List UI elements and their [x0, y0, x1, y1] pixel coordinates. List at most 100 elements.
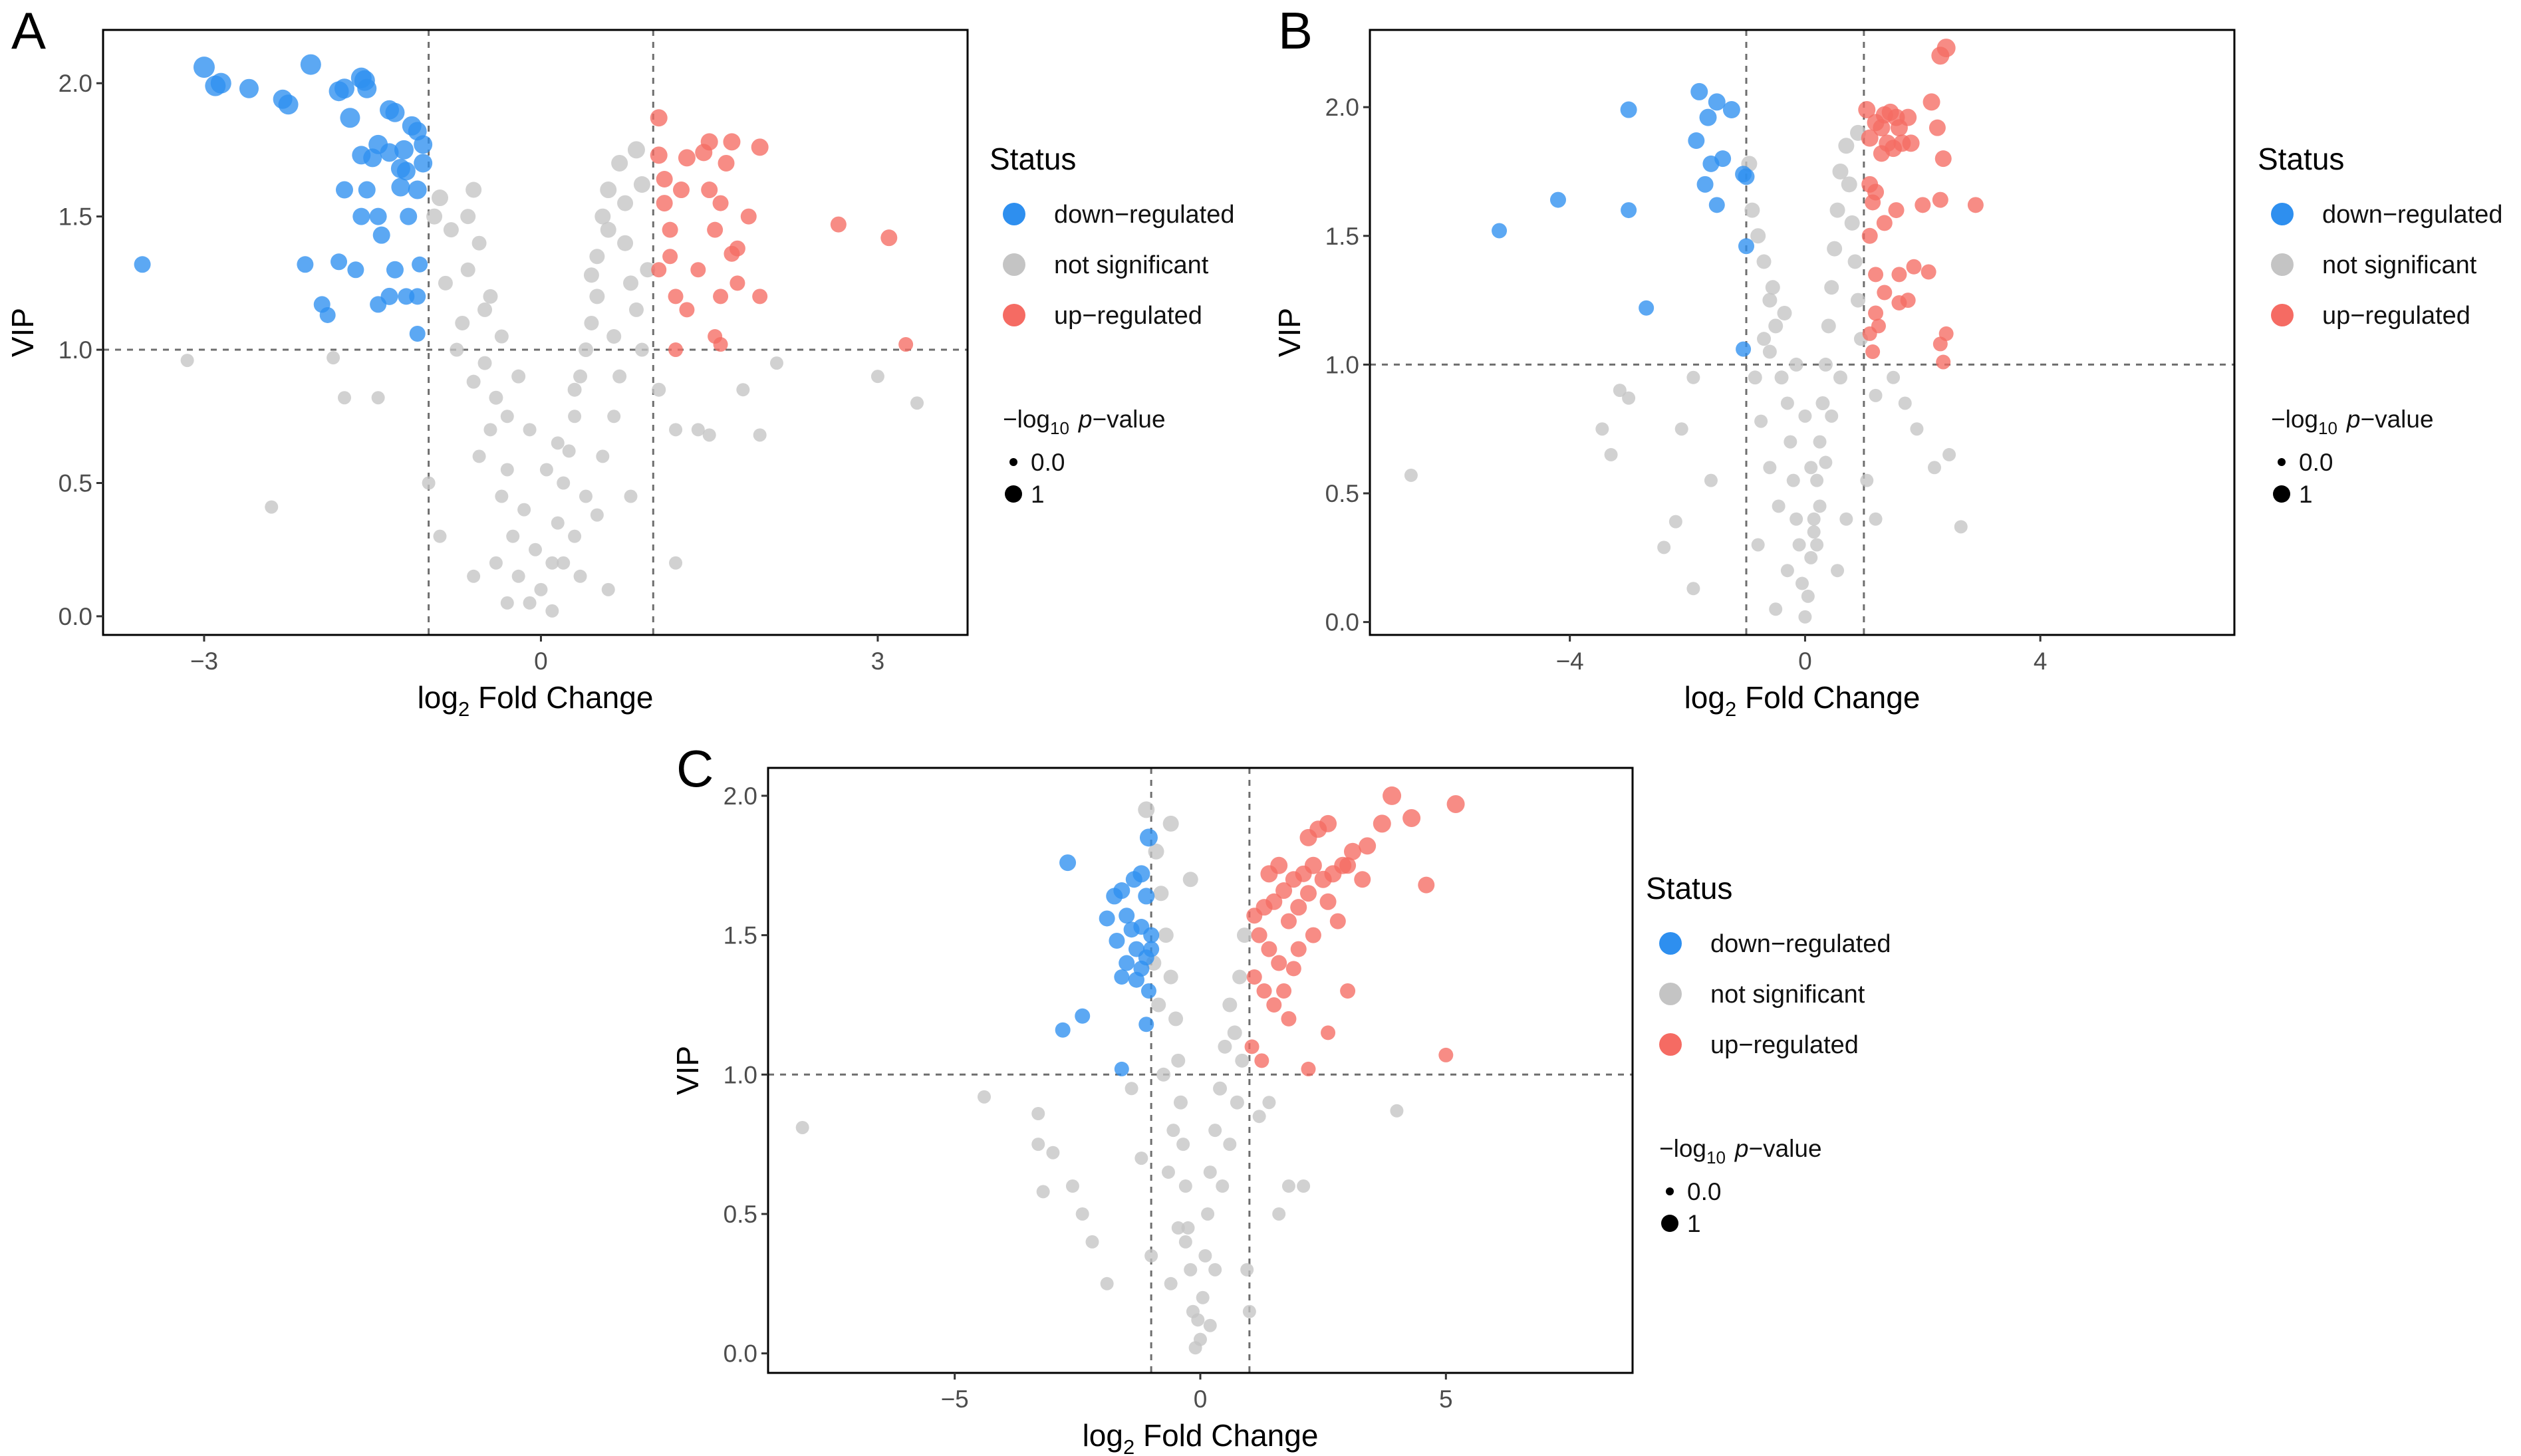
point-up — [1276, 983, 1292, 999]
size-legend-label: 1 — [2299, 481, 2313, 508]
x-axis-title-main: log — [418, 680, 458, 715]
point-not — [1792, 538, 1806, 552]
point-down — [331, 253, 348, 271]
point-not — [1768, 318, 1784, 334]
point-not — [623, 275, 639, 291]
x-axis-title: log2 Fold Change — [1083, 1418, 1319, 1456]
point-not — [551, 436, 565, 450]
y-tick-label: 1.0 — [1325, 351, 1359, 378]
point-up — [701, 182, 718, 199]
point-not — [545, 556, 559, 570]
point-not — [494, 329, 509, 344]
point-up — [1877, 285, 1893, 301]
point-up — [1932, 191, 1948, 208]
point-up — [1343, 842, 1361, 860]
point-not — [1218, 1039, 1232, 1054]
point-down — [386, 261, 404, 279]
x-axis-title-main: log — [1083, 1418, 1123, 1453]
point-not — [443, 222, 459, 238]
point-up — [1902, 134, 1920, 152]
point-not — [1829, 202, 1845, 218]
point-not — [1898, 396, 1912, 410]
point-up — [1261, 941, 1277, 957]
point-not — [1777, 305, 1792, 320]
point-not — [1613, 384, 1627, 398]
point-not — [617, 195, 634, 211]
point-up — [1299, 828, 1317, 846]
point-not — [1046, 1146, 1060, 1159]
y-tick-label: 0.5 — [724, 1201, 757, 1228]
point-not — [511, 569, 525, 583]
point-not — [870, 370, 884, 384]
point-up — [1321, 1025, 1336, 1040]
x-axis-title-sub: 2 — [458, 697, 469, 721]
point-up — [740, 208, 757, 225]
point-not — [1804, 461, 1818, 475]
point-not — [1765, 280, 1780, 295]
point-not — [1686, 582, 1700, 596]
point-not — [1844, 215, 1860, 231]
size-legend-dot — [1005, 485, 1022, 503]
point-down — [278, 94, 299, 115]
panel-letter: C — [676, 739, 714, 798]
point-down — [1143, 927, 1160, 943]
point-not — [477, 356, 492, 370]
y-tick-label: 2.0 — [59, 70, 92, 97]
plot-frame — [102, 29, 969, 636]
point-down — [334, 78, 354, 99]
point-not — [1262, 1096, 1276, 1110]
point-up — [1281, 1011, 1297, 1027]
point-down — [352, 207, 370, 225]
point-not — [1138, 801, 1155, 818]
x-tick-label: −3 — [190, 648, 218, 675]
point-up — [656, 195, 673, 212]
point-not — [371, 391, 385, 405]
point-not — [612, 369, 627, 384]
point-not — [1818, 357, 1833, 372]
point-not — [460, 262, 475, 277]
point-down — [1492, 223, 1508, 239]
point-not — [1754, 414, 1768, 428]
point-down — [1143, 941, 1160, 957]
point-not — [1148, 843, 1164, 860]
size-title-prefix: −log — [1659, 1135, 1706, 1162]
point-down — [385, 102, 405, 122]
y-tick-label: 0.0 — [724, 1340, 757, 1368]
y-tick-label: 2.0 — [724, 783, 757, 810]
point-up — [662, 221, 678, 238]
point-not — [500, 463, 514, 477]
points-layer — [134, 54, 968, 618]
point-up — [718, 154, 735, 172]
legend-status: Status down−regulated not significant up−re… — [990, 142, 1235, 330]
point-not — [534, 582, 548, 596]
point-not — [1841, 176, 1857, 193]
point-not — [589, 249, 605, 265]
point-not — [1798, 610, 1812, 624]
point-up — [668, 289, 684, 304]
point-not — [517, 503, 531, 517]
point-up — [1254, 1053, 1269, 1068]
point-up — [1858, 101, 1876, 119]
point-down — [1128, 971, 1144, 988]
point-not — [1191, 1313, 1205, 1327]
panel-b: B 0.0 0.5 1.0 1.5 2.0 −4 0 4 log2 Fold Change VIP S… — [1272, 1, 2503, 721]
point-not — [583, 267, 599, 283]
point-not — [450, 342, 464, 357]
point-not — [1839, 512, 1853, 526]
x-axis-title: log2 Fold Change — [418, 680, 654, 721]
point-not — [628, 302, 644, 317]
point-not — [1222, 997, 1238, 1013]
point-not — [1780, 564, 1794, 578]
point-down — [1119, 955, 1135, 971]
point-down — [400, 207, 418, 225]
y-axis-title: VIP — [670, 1046, 705, 1095]
point-up — [713, 337, 728, 352]
point-down — [1639, 300, 1655, 316]
y-tick-label: 1.5 — [1325, 223, 1359, 250]
point-down — [1549, 191, 1566, 208]
point-down — [380, 143, 399, 162]
point-not — [600, 182, 617, 199]
point-up — [668, 342, 684, 358]
point-up — [1936, 354, 1951, 370]
point-up — [1921, 264, 1936, 280]
